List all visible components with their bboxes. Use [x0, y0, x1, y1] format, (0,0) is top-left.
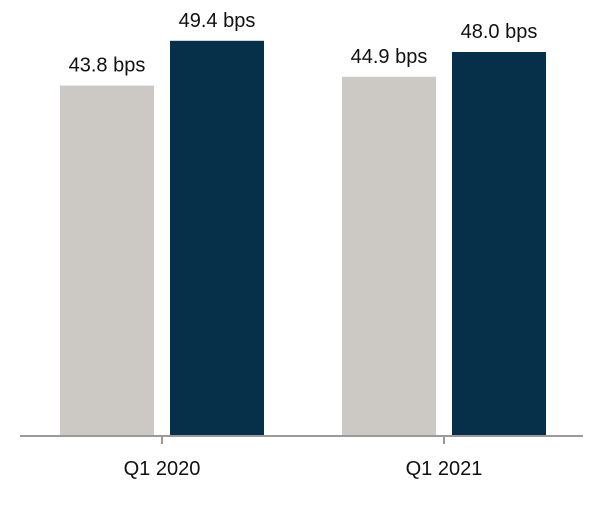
- data-label-2-series-2: 48.0 bps: [461, 21, 538, 43]
- x-tick-label-1: Q1 2020: [124, 458, 201, 480]
- x-tick-label-2: Q1 2021: [406, 458, 483, 480]
- data-label-1-series-2: 49.4 bps: [179, 10, 256, 32]
- bar-1-series-1: [60, 85, 154, 436]
- value-labels-layer: 43.8 bps 49.4 bps 44.9 bps 48.0 bps: [69, 10, 538, 77]
- data-label-2-series-1: 44.9 bps: [351, 46, 428, 68]
- bar-2-series-2: [452, 52, 546, 436]
- data-label-1-series-1: 43.8 bps: [69, 55, 146, 77]
- bar-2-series-1: [342, 76, 436, 437]
- x-axis: Q1 2020 Q1 2021: [20, 435, 583, 480]
- bars-layer: [60, 40, 546, 437]
- bar-1-series-2: [170, 40, 264, 437]
